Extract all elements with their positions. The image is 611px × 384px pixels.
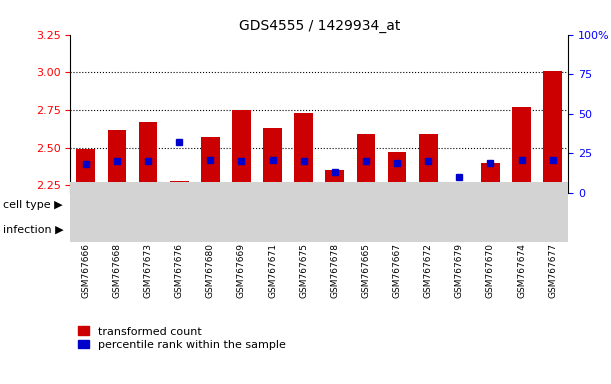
Text: acute LCMV: acute LCMV (257, 225, 319, 235)
Bar (108, 130, 126, 193)
Bar (388, 152, 406, 193)
Text: cell type ▶: cell type ▶ (3, 200, 63, 210)
Text: primary effector CD8 T cells: primary effector CD8 T cells (137, 200, 284, 210)
Bar (139, 122, 158, 193)
Bar (450, 187, 469, 193)
Text: acute LCMV: acute LCMV (491, 225, 552, 235)
Bar (419, 134, 437, 193)
Bar (357, 134, 375, 193)
Text: chronic LCMV: chronic LCMV (378, 225, 448, 235)
Bar (543, 71, 562, 193)
Bar (232, 110, 251, 193)
Bar (350, 194, 568, 216)
Bar (295, 113, 313, 193)
Text: GDS4555 / 1429934_at: GDS4555 / 1429934_at (238, 19, 400, 33)
Bar (201, 137, 220, 193)
Bar (475, 218, 568, 241)
Bar (326, 170, 344, 193)
Text: infection ▶: infection ▶ (3, 225, 64, 235)
Text: secondary effector CD8 T cells: secondary effector CD8 T cells (379, 200, 540, 210)
Bar (170, 181, 189, 193)
Bar (70, 194, 350, 216)
Bar (70, 218, 226, 241)
Bar (263, 128, 282, 193)
Bar (226, 218, 350, 241)
Bar (350, 218, 475, 241)
Bar (76, 149, 95, 193)
Bar (481, 163, 500, 193)
Bar (512, 107, 531, 193)
Legend: transformed count, percentile rank within the sample: transformed count, percentile rank withi… (76, 324, 288, 352)
Text: chronic LCMV: chronic LCMV (113, 225, 183, 235)
